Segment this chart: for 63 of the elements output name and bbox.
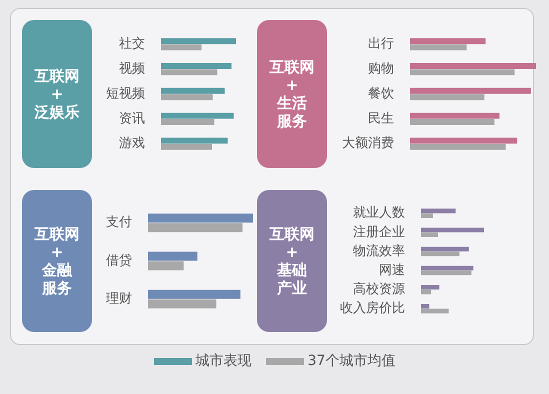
bar [421,252,460,256]
bar [161,94,213,100]
bar [148,214,253,223]
bar [421,246,469,252]
y-tick-label: 高校资源 [353,280,405,297]
bar [161,112,234,119]
bar [421,232,438,238]
y-tick-label: 大额消费 [342,136,394,152]
bar [410,44,467,50]
bar [410,38,486,44]
bar [161,38,236,44]
bar [148,290,240,299]
bar [148,252,198,261]
bar [410,69,515,76]
y-tick-label: 短视频 [106,86,145,102]
bar [421,308,449,314]
bar [410,94,484,100]
text: 互联网+金融服务 [34,225,80,297]
bar [161,63,232,69]
bar [161,69,218,76]
y-tick-label: 资讯 [119,111,145,126]
y-tick-label: 借贷 [106,253,132,268]
legend-label: 37个城市均值 [308,353,396,369]
bar [421,266,474,270]
y-tick-label: 民生 [368,111,394,126]
bar [410,119,494,125]
bar [421,284,440,290]
y-tick-label: 就业人数 [353,206,405,221]
y-tick-label: 视频 [119,61,145,76]
bar [421,304,430,309]
bar [148,223,242,232]
bar [421,270,472,276]
bar [410,112,500,119]
bar [161,144,212,150]
bar [421,228,484,232]
text: 互联网+基础产业 [268,225,316,297]
bar [161,138,228,144]
bar [161,44,202,50]
y-tick-label: 注册企业 [353,224,405,240]
y-tick-label: 网速 [379,262,405,278]
bar [410,138,518,144]
legend-label: 城市表现 [196,353,252,369]
bar [161,88,225,94]
bar [161,119,214,125]
bar [421,213,433,218]
bar [421,290,432,294]
y-tick-label: 社交 [119,36,145,52]
bar [410,144,506,150]
text: 互联网+生活服务 [268,58,316,130]
bar [148,261,184,270]
text: 互联网+泛娱乐 [34,67,80,121]
bar [148,299,216,308]
bar [421,208,456,214]
bar [410,63,536,69]
y-tick-label: 购物 [368,61,394,76]
y-tick-label: 餐饮 [368,86,394,102]
y-tick-label: 收入房价比 [340,300,405,316]
y-tick-label: 游戏 [119,136,145,152]
y-tick-label: 理财 [106,292,132,307]
y-tick-label: 出行 [368,36,394,52]
y-tick-label: 支付 [106,215,132,230]
bar [410,88,531,94]
y-tick-label: 物流效率 [353,242,405,259]
